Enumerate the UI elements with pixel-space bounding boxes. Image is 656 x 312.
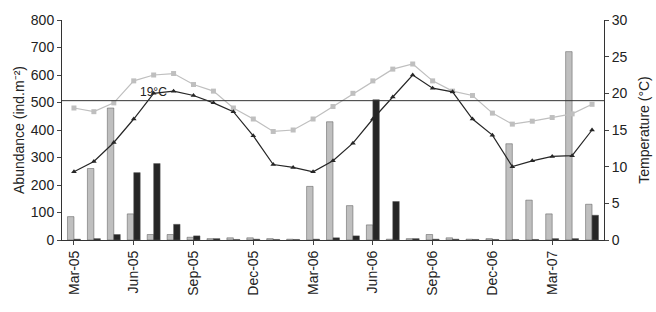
svg-text:0: 0 bbox=[46, 232, 54, 248]
svg-text:500: 500 bbox=[31, 94, 55, 110]
svg-text:400: 400 bbox=[31, 122, 55, 138]
svg-text:300: 300 bbox=[31, 149, 55, 165]
svg-text:20: 20 bbox=[612, 85, 628, 101]
svg-text:10: 10 bbox=[612, 159, 628, 175]
svg-text:Mar-06: Mar-06 bbox=[305, 250, 321, 295]
svg-text:30: 30 bbox=[612, 12, 628, 28]
svg-text:0: 0 bbox=[612, 232, 620, 248]
svg-text:19°C: 19°C bbox=[140, 85, 167, 99]
svg-text:Jun-06: Jun-06 bbox=[364, 250, 380, 293]
svg-text:Sep-06: Sep-06 bbox=[424, 250, 440, 295]
svg-text:Abundance (ind.m⁻²): Abundance (ind.m⁻²) bbox=[11, 66, 27, 194]
svg-text:Temperature (°C): Temperature (°C) bbox=[636, 76, 652, 184]
svg-text:200: 200 bbox=[31, 177, 55, 193]
svg-text:Mar-07: Mar-07 bbox=[544, 250, 560, 295]
svg-text:5: 5 bbox=[612, 195, 620, 211]
svg-text:600: 600 bbox=[31, 67, 55, 83]
svg-text:800: 800 bbox=[31, 12, 55, 28]
svg-text:Sep-05: Sep-05 bbox=[185, 250, 201, 295]
svg-text:Dec-06: Dec-06 bbox=[484, 250, 500, 295]
svg-text:Mar-05: Mar-05 bbox=[66, 250, 82, 295]
svg-text:25: 25 bbox=[612, 49, 628, 65]
svg-text:100: 100 bbox=[31, 204, 55, 220]
svg-text:15: 15 bbox=[612, 122, 628, 138]
svg-text:Jun-05: Jun-05 bbox=[125, 250, 141, 293]
svg-text:700: 700 bbox=[31, 39, 55, 55]
svg-text:Dec-05: Dec-05 bbox=[245, 250, 261, 295]
